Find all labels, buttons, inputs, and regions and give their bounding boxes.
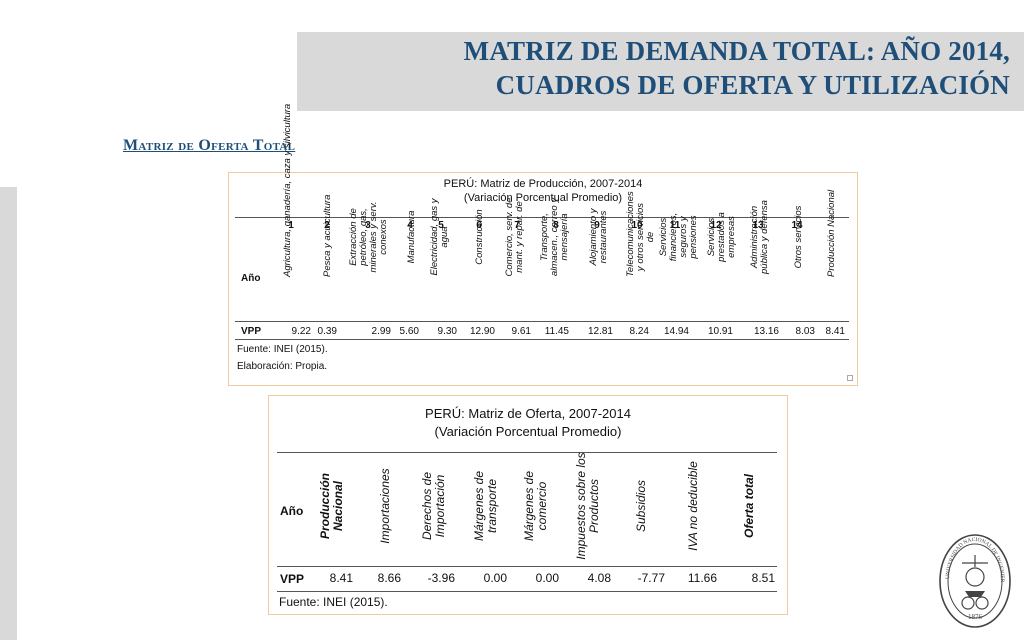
production-matrix-table: PERÚ: Matriz de Producción, 2007-2014 (V… xyxy=(228,103,858,386)
column-number: 2 xyxy=(324,220,330,231)
column-header: Producción Nacional xyxy=(318,473,345,540)
table-rule xyxy=(235,339,849,340)
table-cell: 8.24 xyxy=(629,326,649,337)
table-cell: 8.51 xyxy=(751,571,775,585)
seal-year: 1876 xyxy=(968,613,983,621)
production-table-title: PERÚ: Matriz de Producción, 2007-2014 xyxy=(443,178,643,190)
production-table-subtitle: (Variación Porcentual Promedio) xyxy=(463,192,623,204)
column-number: 6 xyxy=(476,220,482,231)
table-cell: 9.30 xyxy=(437,326,457,337)
column-header: Márgenes de transporte xyxy=(472,470,499,542)
column-header: Manufactura xyxy=(406,210,417,264)
table-cell: 0.00 xyxy=(483,571,507,585)
table-cell: 12.81 xyxy=(587,326,613,337)
column-header: Servicios financieros, seguros y pension… xyxy=(658,212,699,262)
table-cell: 8.66 xyxy=(377,571,401,585)
column-number: 5 xyxy=(438,220,444,231)
row-header-year: Año xyxy=(280,504,304,518)
table-cell: 12.90 xyxy=(469,326,495,337)
supply-table-title: PERÚ: Matriz de Oferta, 2007-2014 xyxy=(425,406,631,421)
column-header: Producción Nacional xyxy=(826,189,837,277)
column-header: Extracción de petróleo, gas, minerales y… xyxy=(348,201,389,273)
table-source: Fuente: INEI (2015). xyxy=(279,595,388,609)
table-cell: 8.41 xyxy=(825,326,845,337)
table-cell: 5.60 xyxy=(399,326,419,337)
table-cell: -3.96 xyxy=(427,571,455,585)
column-header: Importaciones xyxy=(378,468,392,544)
table-cell: 14.94 xyxy=(663,326,689,337)
left-decorative-bar xyxy=(0,187,17,640)
column-header: Telecomunicaciones y otros servicios de xyxy=(625,191,656,277)
table-rule xyxy=(235,217,849,218)
title-band: MATRIZ DE DEMANDA TOTAL: AÑO 2014, CUADR… xyxy=(297,32,1024,111)
column-number: 12 xyxy=(710,220,722,231)
table-rule xyxy=(235,321,849,322)
column-number: 7 xyxy=(514,220,520,231)
column-header: Derechos de Importación xyxy=(420,471,447,541)
column-header: Construcción xyxy=(474,209,485,265)
column-header: IVA no deducible xyxy=(686,461,700,551)
table-cell: 10.91 xyxy=(707,326,733,337)
column-number: 1 xyxy=(288,220,294,231)
column-header: Administración pública y defensa xyxy=(749,200,770,274)
table-cell: 2.99 xyxy=(371,326,391,337)
table-cell: 0.00 xyxy=(535,571,559,585)
university-seal: UNIVERSIDAD NACIONAL DE INGENIERIA 1876 xyxy=(936,529,1012,629)
column-header: Agricultura, ganadería, caza y silvicult… xyxy=(282,103,293,277)
column-header: Subsidios xyxy=(634,479,648,533)
table-cell: 4.08 xyxy=(587,571,611,585)
table-rule xyxy=(277,591,777,592)
table-cell: 8.41 xyxy=(329,571,353,585)
column-header: Comercio, serv. de mant. y repar. de xyxy=(504,197,525,277)
column-header: Pesca y acuicultura xyxy=(322,194,333,277)
column-header: Transporte, almacen., correo y mensajerí… xyxy=(539,197,570,277)
row-label-vpp: VPP xyxy=(241,326,262,337)
column-header: Márgenes de comercio xyxy=(522,470,549,542)
table-cell: 9.22 xyxy=(291,326,311,337)
column-number: 11 xyxy=(669,220,681,231)
column-header: Oferta total xyxy=(742,474,756,539)
supply-table-subtitle: (Variación Porcentual Promedio) xyxy=(434,424,622,439)
slide-title-line-1: MATRIZ DE DEMANDA TOTAL: AÑO 2014, xyxy=(463,36,1010,66)
column-number: 4 xyxy=(407,220,413,231)
resize-handle xyxy=(847,375,853,381)
table-rule xyxy=(277,566,777,567)
table-cell: 11.66 xyxy=(687,571,717,585)
column-header: Servicios prestados a empresas xyxy=(706,212,737,262)
column-number: 13 xyxy=(752,220,764,231)
row-label-vpp: VPP xyxy=(280,572,305,586)
table-cell: -7.77 xyxy=(637,571,665,585)
column-number: 10 xyxy=(631,220,643,231)
slide-title-line-2: CUADROS DE OFERTA Y UTILIZACIÓN xyxy=(495,70,1010,100)
column-header: Alojamiento y restaurantes xyxy=(588,208,609,266)
column-header: Impuestos sobre los Productos xyxy=(574,452,601,560)
column-number: 8 xyxy=(553,220,559,231)
seal-text: UNIVERSIDAD NACIONAL DE INGENIERIA xyxy=(938,533,1005,583)
table-cell: 11.45 xyxy=(544,326,569,337)
column-header: Otros servicios xyxy=(793,205,804,269)
table-cell: 13.16 xyxy=(753,326,779,337)
column-header: Electricidad, gas y agua xyxy=(429,198,450,276)
table-source: Fuente: INEI (2015). xyxy=(237,344,328,355)
table-cell: 9.61 xyxy=(511,326,531,337)
table-rule xyxy=(277,452,777,453)
university-seal-icon: UNIVERSIDAD NACIONAL DE INGENIERIA 1876 xyxy=(936,529,1011,628)
supply-matrix-table: PERÚ: Matriz de Oferta, 2007-2014 (Varia… xyxy=(268,395,788,615)
table-cell: 0.39 xyxy=(317,326,337,337)
table-elaboration: Elaboración: Propia. xyxy=(237,361,328,372)
row-header-year: Año xyxy=(241,273,261,284)
column-number: 3 xyxy=(365,220,371,231)
section-title: Matriz de Oferta Total xyxy=(123,137,296,154)
table-cell: 8.03 xyxy=(795,326,815,337)
column-number: 9 xyxy=(594,220,600,231)
column-number: 14 xyxy=(791,220,803,231)
